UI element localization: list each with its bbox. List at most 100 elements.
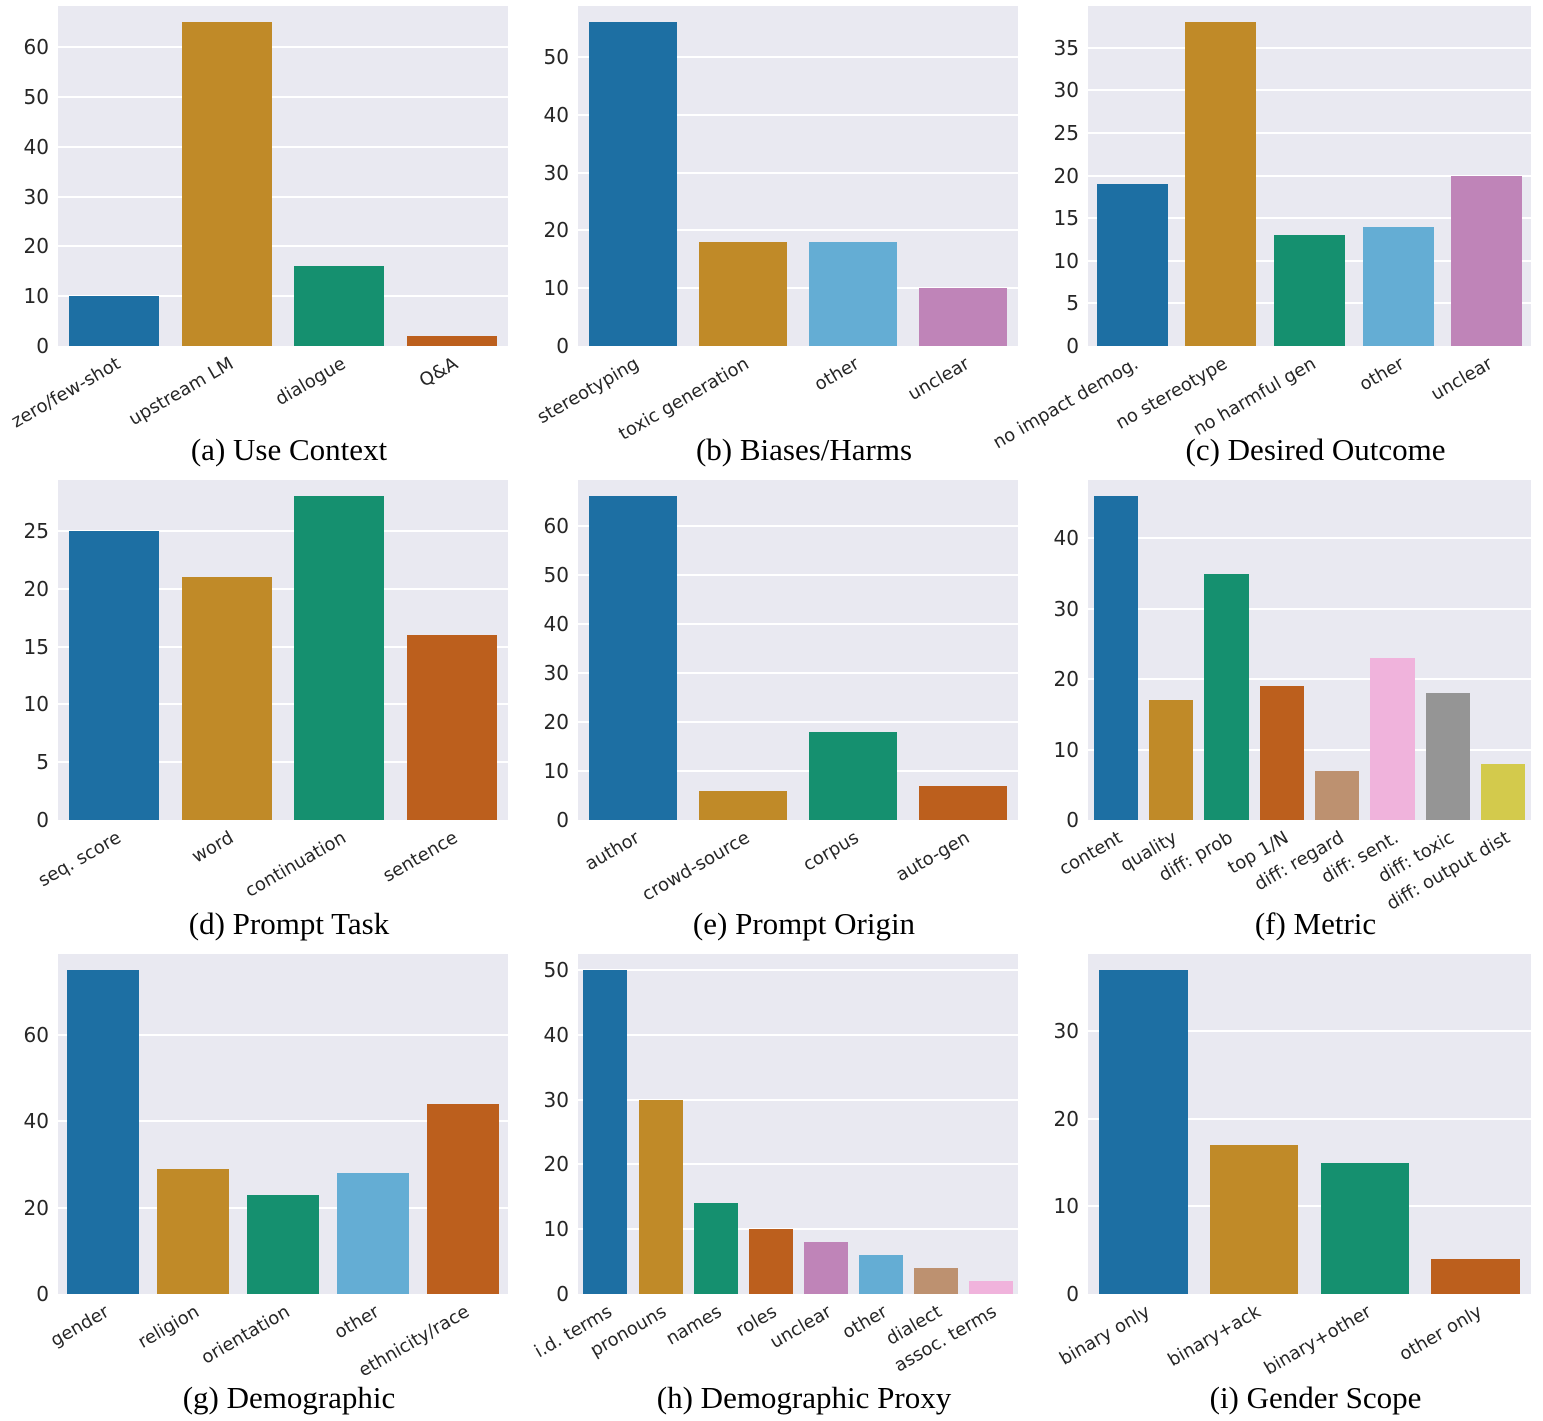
- y-tick-label: 0: [556, 808, 569, 832]
- plot-area: [58, 480, 508, 820]
- bar-other: [858, 1255, 903, 1294]
- y-tick-label: 25: [23, 518, 49, 543]
- y-tick-label: 0: [36, 1282, 49, 1306]
- chart-demographic: 0 20 40 60 gender religion orientation other et…: [0, 940, 520, 1421]
- bar-word: [181, 577, 272, 820]
- bar-toxic generation: [699, 241, 787, 346]
- gridline: [1088, 1117, 1531, 1120]
- y-tick-label: 20: [543, 1152, 569, 1177]
- gridline: [578, 1098, 1018, 1101]
- x-labels: content quality diff: prob top 1/N diff: reg…: [1055, 820, 1531, 914]
- gridline: [58, 245, 508, 248]
- y-tick-label: 20: [1053, 1106, 1079, 1131]
- y-axis: 0 5 10 15 20 25: [0, 480, 58, 830]
- bar-unclear: [1451, 175, 1523, 346]
- x-tick-label: other only: [1395, 1301, 1486, 1366]
- x-tick-label: religion: [134, 1301, 203, 1353]
- y-tick-label: 5: [36, 750, 49, 775]
- bar-no stereotype: [1185, 22, 1257, 346]
- chart-biases-harms: 0 10 20 30 40 50 stereotyping toxic generation…: [520, 0, 1030, 470]
- plot-col: zero/few-shot upstream LM dialogue Q&A: [8, 6, 508, 432]
- y-tick-label: 20: [1053, 163, 1079, 188]
- y-tick-label: 0: [1066, 334, 1079, 358]
- x-tick-label: dialogue: [271, 353, 350, 411]
- bar-Q&A: [406, 336, 497, 346]
- y-tick-label: 60: [23, 1022, 49, 1047]
- bar-no harmful gen: [1274, 235, 1345, 346]
- chart-body: 0 10 20 30 40 50 60 zero/few-shot upstream LM di…: [0, 6, 520, 432]
- gridline: [578, 229, 1018, 232]
- bar-content: [1093, 496, 1138, 820]
- bar-other only: [1431, 1259, 1520, 1294]
- x-tick-label: other: [330, 1301, 383, 1344]
- plot-area: [1088, 480, 1531, 820]
- y-tick-label: 10: [23, 692, 49, 717]
- y-axis: 0 10 20 30 40 50: [520, 6, 578, 356]
- y-tick-label: 5: [1066, 291, 1079, 316]
- y-tick-label: 10: [543, 276, 569, 301]
- bar-diff: output dist: [1481, 763, 1526, 820]
- gridline: [1088, 748, 1531, 751]
- x-tick-label: zero/few-shot: [8, 353, 125, 433]
- y-tick-label: 30: [1053, 596, 1079, 621]
- chart-body: 0 5 10 15 20 25 seq. score word continuation sen…: [0, 480, 520, 904]
- bar-diff: prob: [1204, 573, 1249, 820]
- gridline: [58, 295, 508, 298]
- bar-binary+ack: [1209, 1145, 1299, 1294]
- y-tick-label: 15: [23, 634, 49, 659]
- plot-area: [578, 6, 1018, 346]
- y-tick-label: 30: [1053, 78, 1079, 103]
- chart-gender-scope: 0 10 20 30 binary only binary+ack binary+othe…: [1030, 940, 1543, 1421]
- bar-diff: sent.: [1370, 658, 1415, 820]
- x-tick-label: seq. score: [34, 827, 125, 892]
- y-tick-label: 20: [543, 709, 569, 734]
- chart-demographic-proxy: 0 10 20 30 40 50 i.d. terms pronouns names roles…: [520, 940, 1030, 1421]
- x-labels: gender religion orientation other ethnicity/…: [47, 1294, 508, 1381]
- x-labels: author crowd-source corpus auto-gen: [578, 820, 1018, 906]
- chart-body: 0 10 20 30 binary only binary+ack binary+othe…: [1030, 954, 1543, 1379]
- bar-diff: regard: [1315, 770, 1360, 820]
- bar-top 1/N: [1259, 686, 1304, 820]
- y-tick-label: 0: [1066, 808, 1079, 832]
- x-tick-label: unclear: [1427, 353, 1497, 405]
- x-labels: seq. score word continuation sentence: [34, 820, 508, 904]
- bar-religion: [157, 1168, 229, 1294]
- y-axis: 0 10 20 30 40 50: [520, 954, 578, 1304]
- plot-area: [58, 6, 508, 346]
- y-tick-label: 30: [1053, 1019, 1079, 1044]
- y-tick-label: 20: [23, 576, 49, 601]
- x-tick-label: unclear: [904, 353, 973, 405]
- bar-ethnicity/race: [427, 1104, 499, 1294]
- gridline: [1088, 131, 1531, 134]
- gridline: [58, 529, 508, 532]
- y-axis: 0 10 20 30 40 50 60: [520, 480, 578, 830]
- x-labels: i.d. terms pronouns names roles unclear other…: [531, 1294, 1018, 1378]
- x-tick-label: orientation: [197, 1301, 293, 1369]
- y-tick-label: 50: [23, 84, 49, 109]
- y-tick-label: 40: [543, 611, 569, 636]
- gridline: [1088, 1030, 1531, 1033]
- x-tick-label: content: [1055, 827, 1126, 880]
- y-tick-label: 20: [1053, 667, 1079, 692]
- gridline: [578, 671, 1018, 674]
- y-axis: 0 20 40 60: [0, 954, 58, 1304]
- x-tick-label: Q&A: [416, 353, 462, 392]
- x-tick-label: names: [662, 1301, 726, 1350]
- x-tick-label: stereotyping: [534, 353, 643, 429]
- chart-body: 0 10 20 30 40 50 60 author crowd-source corpus au…: [520, 480, 1030, 906]
- chart-prompt-origin: 0 10 20 30 40 50 60 author crowd-source corpus au…: [520, 470, 1030, 941]
- x-tick-label: crowd-source: [638, 827, 753, 906]
- y-tick-label: 50: [543, 562, 569, 587]
- y-axis: 0 10 20 30 40: [1030, 480, 1088, 830]
- plot-col: seq. score word continuation sentence: [34, 480, 508, 904]
- y-tick-label: 0: [36, 334, 49, 358]
- gridline: [58, 46, 508, 49]
- x-tick-label: sentence: [379, 827, 462, 887]
- y-tick-label: 10: [543, 1217, 569, 1242]
- gridline: [578, 622, 1018, 625]
- y-tick-label: 10: [1053, 737, 1079, 762]
- y-tick-label: 50: [543, 44, 569, 69]
- bar-unclear: [803, 1242, 848, 1294]
- plot-area: [578, 480, 1018, 820]
- gridline: [1088, 174, 1531, 177]
